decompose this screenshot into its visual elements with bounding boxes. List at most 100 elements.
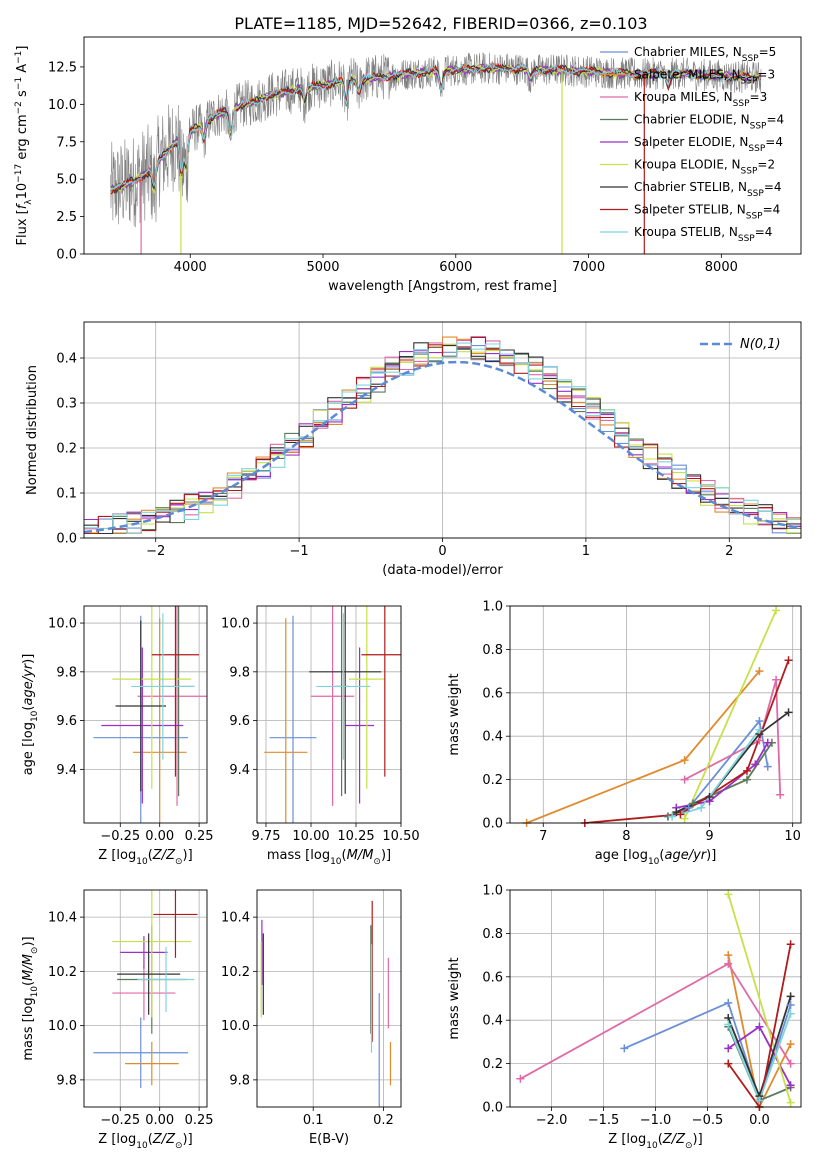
- weight-marker-salpeter-miles: [724, 951, 733, 960]
- x-axis-label-part: mass [: [267, 848, 310, 863]
- x-axis-label: mass [log10(M/M⊙)]: [267, 848, 391, 867]
- legend-label-text: Kroupa ELODIE, N: [634, 158, 741, 172]
- x-axis-label-part: 10: [648, 857, 660, 867]
- weight-marker-kroupa-miles: [786, 1059, 795, 1068]
- figure-title: PLATE=1185, MJD=52642, FIBERID=0366, z=0…: [234, 14, 647, 33]
- x-tick-label: −0.25: [100, 1113, 140, 1128]
- x-tick-label: 0.1: [303, 1113, 324, 1128]
- x-axis-label-part: (: [659, 848, 664, 863]
- weight-marker-salpeter-miles: [786, 1040, 795, 1049]
- y-tick-label: 0.3: [56, 397, 77, 412]
- weight-marker-salpeter-stelib: [784, 656, 793, 665]
- legend-label-n: =2: [757, 158, 775, 172]
- weight-marker-salpeter-elodie: [786, 1081, 795, 1090]
- x-axis-label-part: ⊙: [373, 857, 381, 867]
- legend-label-n: =4: [755, 225, 773, 239]
- x-axis-label-part: Z/Z: [662, 1132, 686, 1147]
- legend-label-salpeter-stelib: Salpeter STELIB, NSSP=4: [634, 203, 780, 222]
- x-tick-label: −1.5: [588, 1113, 620, 1128]
- plot-area: [84, 336, 801, 535]
- x-axis-label-part: Z [: [98, 848, 116, 863]
- y-axis-label-part: A: [15, 64, 30, 77]
- legend-label-sub: SSP: [748, 144, 765, 154]
- legend-label-text: Chabrier ELODIE, N: [634, 113, 750, 127]
- legend-label-text: Salpeter ELODIE, N: [634, 135, 748, 149]
- axes-frame: [83, 321, 802, 539]
- weight-marker-chabrier-stelib: [672, 808, 681, 817]
- legend-label-text: Chabrier MILES, N: [634, 45, 742, 59]
- x-tick-label: 2: [725, 544, 733, 559]
- y-axis-label-part: erg cm: [15, 114, 30, 163]
- weight-marker-chabrier-miles: [786, 1001, 795, 1010]
- x-axis-label-part: (: [148, 848, 153, 863]
- y-axis-label: mass weight: [447, 673, 462, 755]
- x-tick-label: 10: [784, 829, 801, 844]
- x-axis-label-part: 10: [646, 1141, 658, 1151]
- y-axis-label-part: )]: [21, 936, 36, 946]
- x-tick-label: 10.50: [382, 829, 419, 844]
- y-tick-label: 10.0: [48, 98, 77, 113]
- legend-label-gaussian: N(0,1): [740, 337, 781, 352]
- x-axis-label-part: 10: [330, 857, 342, 867]
- y-axis-label-part: ]: [15, 46, 30, 51]
- x-axis-label-part: wavelength [Angstrom, rest frame]: [328, 279, 557, 294]
- x-axis-label-part: log: [310, 848, 330, 863]
- legend-label-sub: SSP: [733, 99, 750, 109]
- y-axis-label-part: (: [21, 706, 36, 711]
- data-spectrum-line: [110, 52, 762, 228]
- weight-marker-kroupa-stelib: [668, 812, 677, 821]
- axes-frame: [83, 605, 208, 824]
- legend-label-kroupa-elodie: Kroupa ELODIE, NSSP=2: [634, 158, 775, 177]
- weight-line-kroupa-elodie: [683, 609, 777, 820]
- y-tick-label: 10.0: [221, 1019, 250, 1034]
- y-axis-label: age [log10(age/yr)]: [21, 654, 40, 776]
- y-tick-label: 9.8: [56, 1073, 77, 1088]
- legend-label-n: =3: [750, 90, 768, 104]
- x-tick-label: 0.25: [185, 1113, 214, 1128]
- weight-marker-chabrier-elodie: [688, 799, 697, 808]
- x-axis-label-part: )]: [183, 848, 193, 863]
- legend-label-chabrier-elodie: Chabrier ELODIE, NSSP=4: [634, 113, 784, 132]
- y-axis-label-part: 10: [30, 986, 40, 998]
- legend-label-n: =4: [765, 135, 783, 149]
- x-axis-label-part: )]: [381, 848, 391, 863]
- weight-marker-kroupa-stelib: [755, 1096, 764, 1105]
- panel-mass-vs-EBV: 0.1 0.2 9.8 10.0 10.2 10.4 E(B-V): [221, 889, 402, 1147]
- y-axis-label-part: mass [: [21, 1017, 36, 1060]
- x-tick-label: 0.25: [185, 829, 214, 844]
- y-tick-label: 0.4: [482, 1014, 503, 1029]
- weight-marker-salpeter-miles: [755, 667, 764, 676]
- x-axis-label: Z [log10(Z/Z⊙)]: [98, 1132, 192, 1151]
- y-tick-label: 1.0: [482, 884, 503, 899]
- y-axis-label-part: −1: [14, 51, 24, 64]
- weight-marker-kroupa-elodie: [724, 890, 733, 899]
- legend-label-n: =4: [764, 180, 782, 194]
- x-tick-label: 0.00: [145, 1113, 174, 1128]
- x-tick-label: 0: [438, 544, 446, 559]
- weight-marker-salpeter-elodie: [724, 1044, 733, 1053]
- y-tick-label: 10.0: [221, 617, 250, 632]
- x-axis-label-part: (: [342, 848, 347, 863]
- weight-marker-salpeter-elodie: [755, 1022, 764, 1031]
- y-tick-label: 0.1: [56, 487, 77, 502]
- x-tick-label: 10.25: [337, 829, 374, 844]
- x-tick-label: 7000: [572, 260, 605, 275]
- y-axis-label: mass weight: [447, 957, 462, 1039]
- weight-marker-salpeter-stelib: [742, 766, 751, 775]
- model-line-salpeter-stelib: [110, 63, 762, 195]
- legend-label-sub: SSP: [750, 122, 767, 132]
- x-tick-label: 8000: [705, 260, 738, 275]
- y-tick-label: 7.5: [56, 135, 77, 150]
- weight-marker-salpeter-stelib: [724, 1059, 733, 1068]
- plot-area: [264, 606, 401, 823]
- x-tick-label: 8: [622, 829, 630, 844]
- y-axis-label-part: )]: [21, 654, 36, 664]
- weight-line-chabrier-miles: [667, 718, 769, 818]
- x-axis-label-part: 10: [136, 1141, 148, 1151]
- x-axis-label: Z [log10(Z/Z⊙)]: [608, 1132, 702, 1151]
- x-axis-label-part: )]: [706, 848, 716, 863]
- axes-frame: [83, 889, 208, 1108]
- weight-marker-kroupa-elodie: [786, 1098, 795, 1107]
- legend-label-n: =4: [763, 203, 781, 217]
